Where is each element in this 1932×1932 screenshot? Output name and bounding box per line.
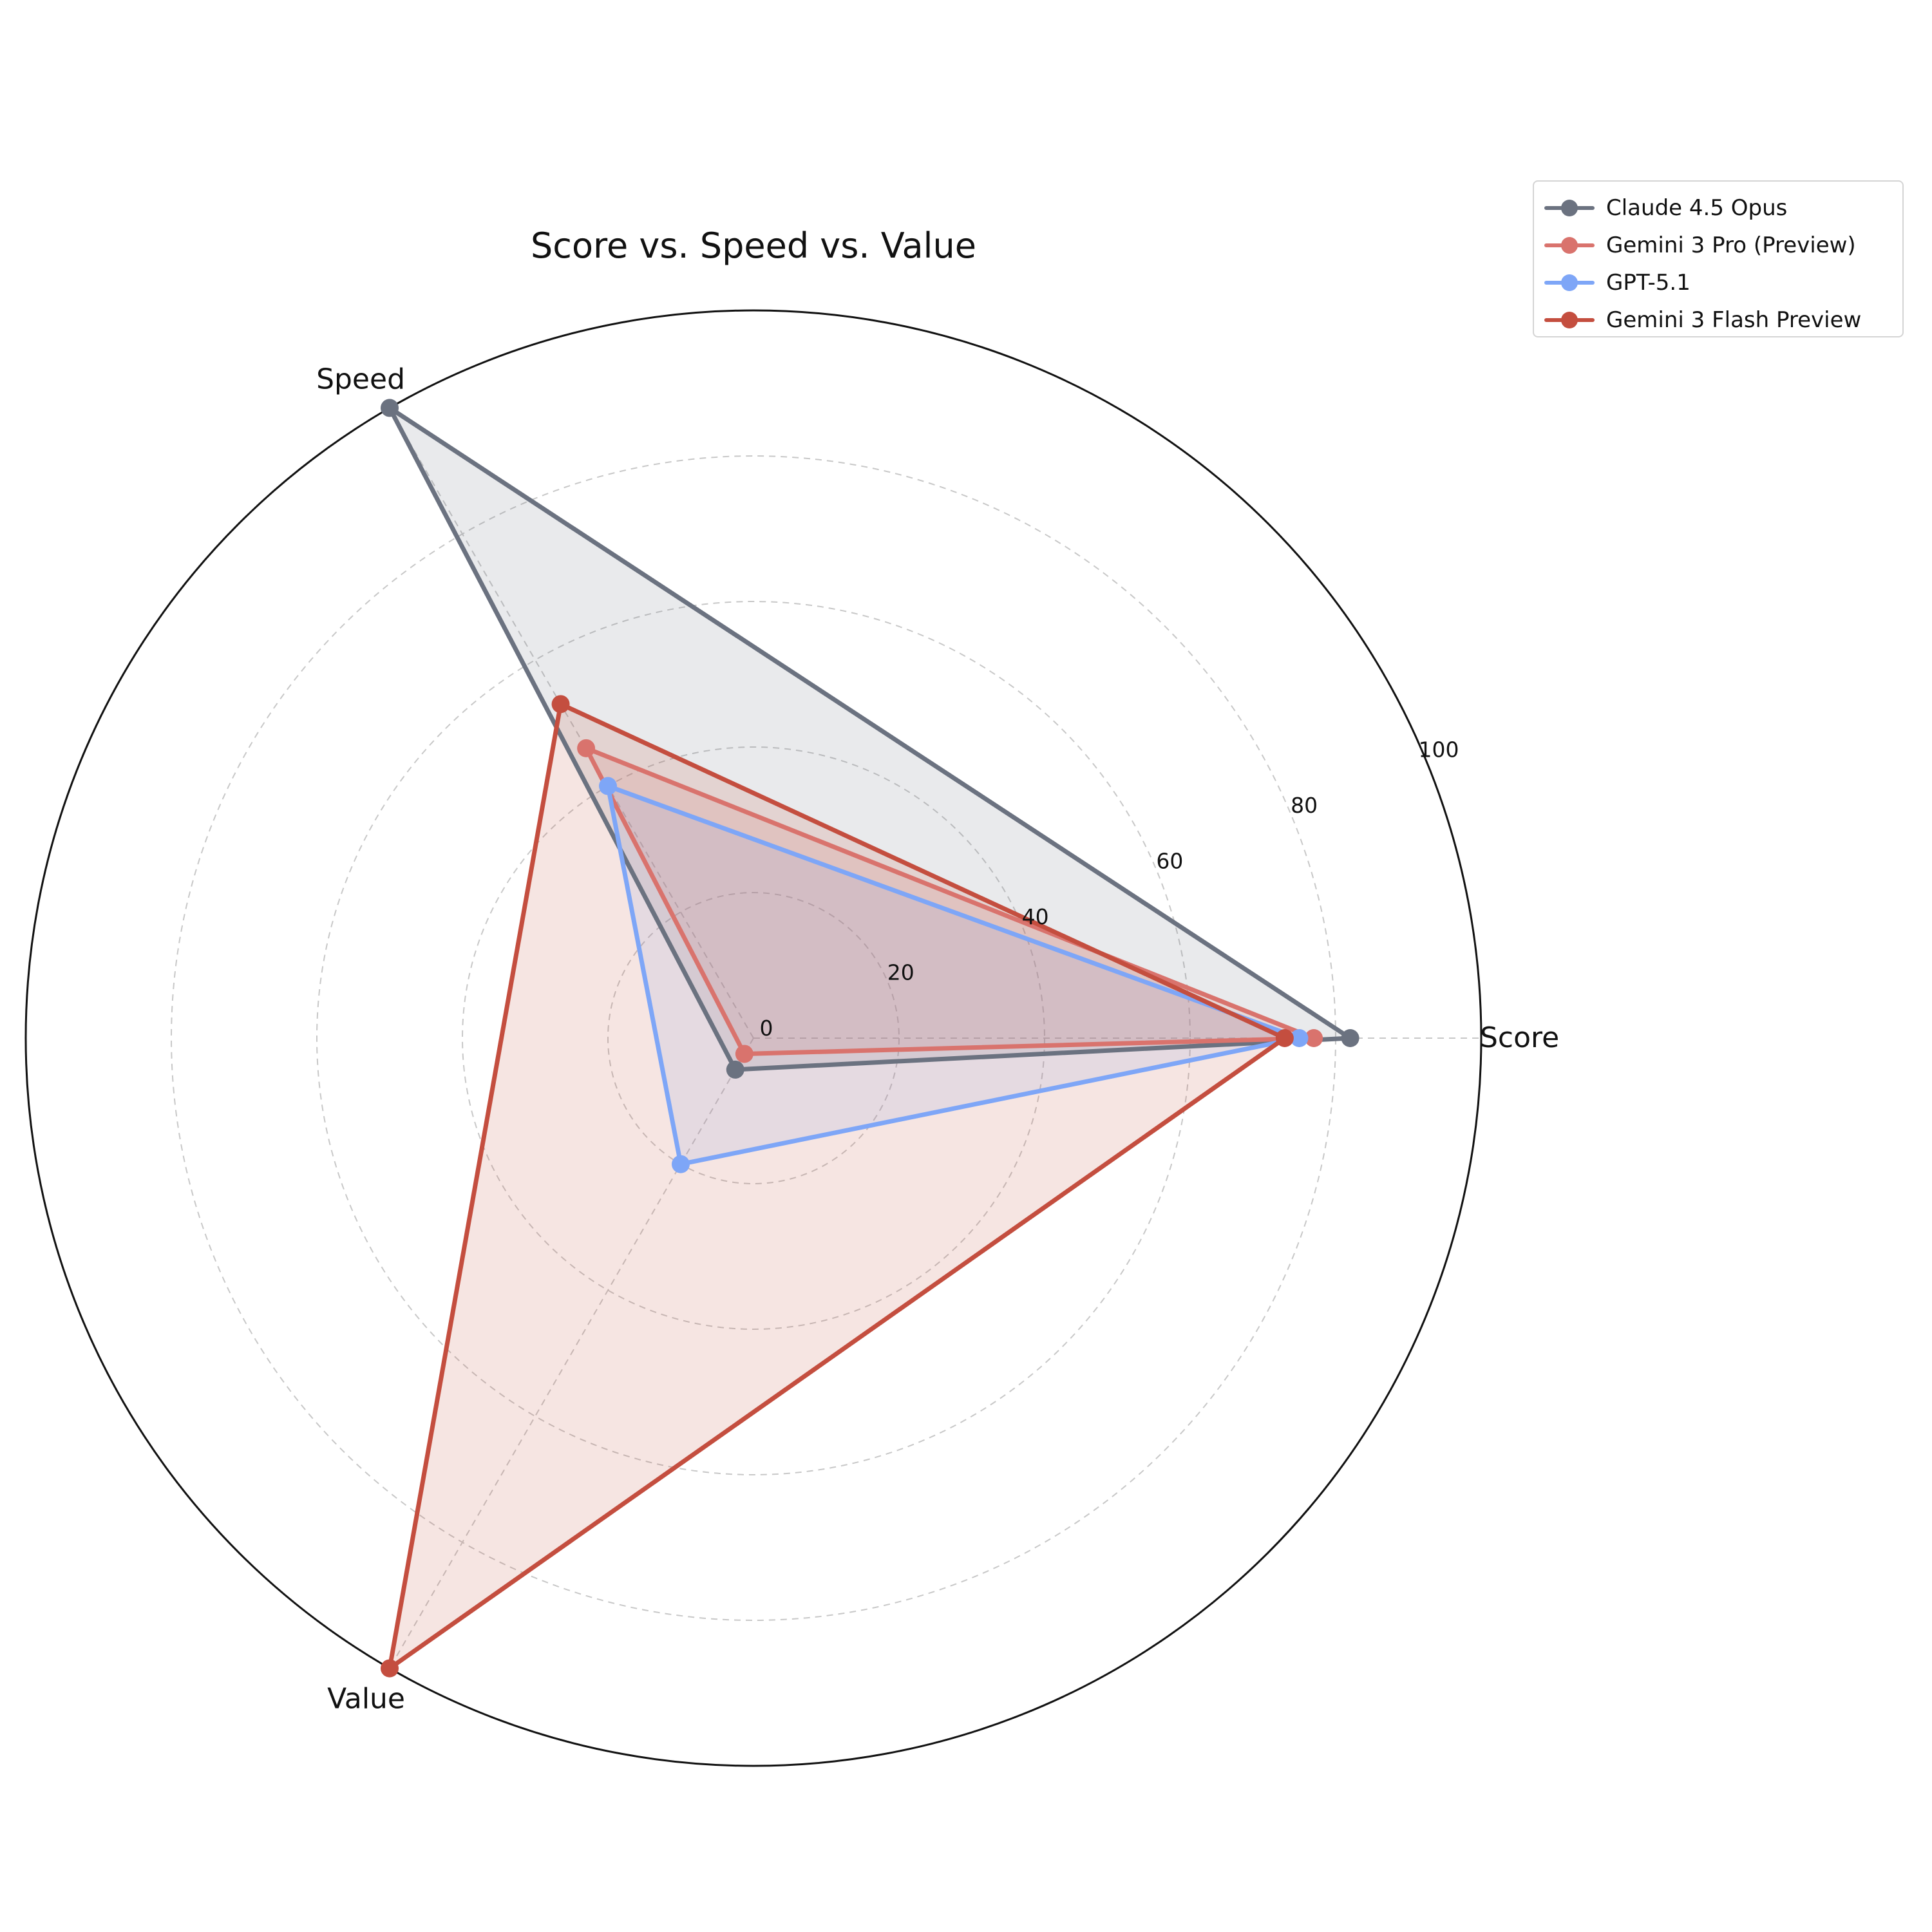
data-point (735, 1045, 753, 1063)
radial-tick-label: 60 (1156, 849, 1183, 874)
series-fill (390, 704, 1285, 1669)
legend-marker (1542, 227, 1597, 264)
legend-item-gemini-pro: Gemini 3 Pro (Preview) (1542, 227, 1902, 264)
chart-title: Score vs. Speed vs. Value (531, 225, 976, 266)
data-point (1341, 1029, 1359, 1047)
axis-label: Speed (316, 363, 405, 395)
series-fill (608, 786, 1300, 1164)
data-point (381, 399, 399, 417)
legend-label: Claude 4.5 Opus (1606, 195, 1788, 221)
grid-ring (316, 601, 1191, 1475)
data-point (672, 1155, 690, 1173)
radial-tick-label: 20 (887, 960, 914, 985)
radial-tick-label: 80 (1291, 793, 1318, 818)
legend-item-claude: Claude 4.5 Opus (1542, 189, 1902, 227)
outer-ring (24, 309, 1482, 1767)
legend-marker (1542, 189, 1597, 227)
axis-label: Value (327, 1683, 405, 1716)
data-point (1305, 1029, 1323, 1047)
series-line (605, 784, 1302, 1167)
series-line (387, 405, 1353, 1072)
data-point (381, 1659, 399, 1678)
radial-tick-label: 40 (1022, 904, 1049, 929)
legend-marker (1542, 264, 1597, 301)
data-point (1275, 1029, 1294, 1047)
data-point (599, 777, 617, 795)
legend-label: GPT-5.1 (1606, 270, 1690, 296)
axis-label: Score (1480, 1021, 1559, 1054)
grid-spoke (389, 407, 754, 1039)
legend-item-gemini-flash: Gemini 3 Flash Preview (1542, 301, 1902, 339)
data-point (726, 1060, 744, 1079)
legend-label: Gemini 3 Flash Preview (1606, 307, 1862, 333)
series-line (583, 746, 1316, 1056)
data-point (551, 695, 570, 714)
series-fill (390, 408, 1350, 1070)
grid-spoke (389, 1037, 754, 1669)
legend-label: Gemini 3 Pro (Preview) (1606, 232, 1856, 258)
series-layer (381, 399, 1359, 1678)
data-point (1290, 1029, 1309, 1047)
series-line (387, 701, 1287, 1671)
label-layer: 0 20 40 60 80 100 Score Speed Value (316, 363, 1559, 1715)
legend-item-gpt: GPT-5.1 (1542, 264, 1902, 301)
radial-tick-label: 100 (1418, 737, 1459, 762)
legend: Claude 4.5 Opus Gemini 3 Pro (Preview) G… (1533, 180, 1904, 337)
radial-tick-label: 0 (760, 1016, 773, 1041)
legend-marker (1542, 301, 1597, 339)
data-point (577, 739, 596, 757)
